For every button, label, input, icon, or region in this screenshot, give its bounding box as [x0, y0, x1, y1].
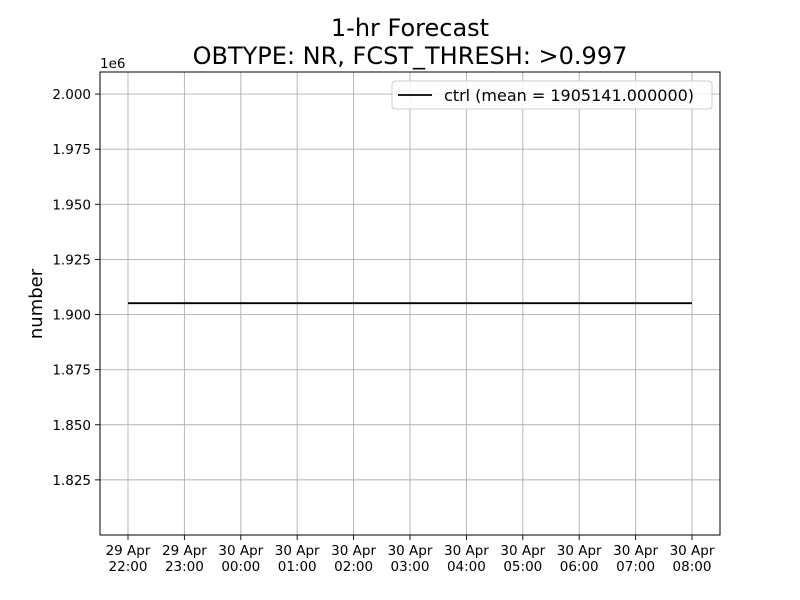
x-tick-label: 30 Apr 05:00: [500, 543, 545, 575]
x-tick-label: 30 Apr 02:00: [331, 543, 376, 575]
x-tick-label: 30 Apr 06:00: [557, 543, 602, 575]
y-tick-label: 1.850: [52, 418, 91, 434]
x-tick-label: 30 Apr 07:00: [613, 543, 658, 575]
grid-lines: [100, 72, 720, 535]
x-tick-label: 30 Apr 01:00: [275, 543, 320, 575]
y-tick-label: 2.000: [52, 87, 91, 103]
y-tick-label: 1.900: [52, 308, 91, 324]
x-tick-label: 30 Apr 03:00: [388, 543, 433, 575]
y-tick-label: 1.950: [52, 197, 91, 213]
y-axis-label: number: [26, 268, 47, 339]
x-tick-label: 29 Apr 22:00: [106, 543, 151, 575]
y-tick-label: 1.975: [52, 142, 91, 158]
plot-frame: [99, 71, 721, 536]
x-tick-label: 30 Apr 00:00: [218, 543, 263, 575]
y-tick-label: 1.875: [52, 363, 91, 379]
axes: 29 Apr 22:00 29 Apr 23:00 30 Apr 00:00 30 Apr 0…: [52, 71, 721, 575]
legend: ctrl (mean = 1905141.000000): [391, 80, 713, 110]
legend-label: ctrl (mean = 1905141.000000): [444, 86, 694, 105]
x-tick-label: 30 Apr 08:00: [670, 543, 715, 575]
chart-title-line2: OBTYPE: NR, FCST_THRESH: >0.997: [193, 42, 628, 70]
chart-title-line1: 1-hr Forecast: [331, 14, 489, 42]
legend-box: [391, 80, 713, 110]
y-tick-label: 1.825: [52, 473, 91, 489]
x-tick-label: 30 Apr 04:00: [444, 543, 489, 575]
y-offset-label: 1e6: [100, 56, 125, 72]
x-tick-label: 29 Apr 23:00: [162, 543, 207, 575]
y-tick-label: 1.925: [52, 252, 91, 268]
